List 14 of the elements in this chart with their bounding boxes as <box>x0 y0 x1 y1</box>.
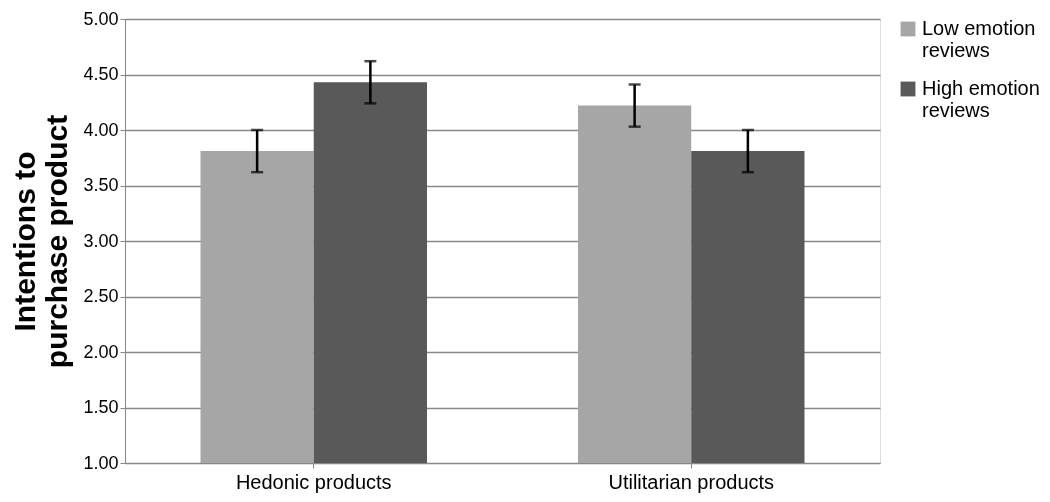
y-tick-label: 3.50 <box>83 175 119 195</box>
legend-label: Low emotion reviews <box>922 17 1036 61</box>
y-tick-label: 5.00 <box>83 8 119 29</box>
y-tick-label: 1.50 <box>83 397 119 417</box>
y-axis-title: Intentions to purchase product <box>8 114 74 369</box>
legend-label: High emotion reviews <box>922 77 1040 121</box>
y-tick-label: 2.50 <box>83 286 119 306</box>
y-tick-label: 2.00 <box>83 341 119 362</box>
y-tick-label: 1.00 <box>83 452 119 473</box>
y-tick-label: 4.50 <box>83 64 119 84</box>
y-tick-label: 3.00 <box>83 230 119 251</box>
y-tick-label: 4.00 <box>83 119 119 140</box>
x-tick-label: Hedonic products <box>235 470 392 493</box>
x-tick-label: Utilitarian products <box>608 470 775 493</box>
